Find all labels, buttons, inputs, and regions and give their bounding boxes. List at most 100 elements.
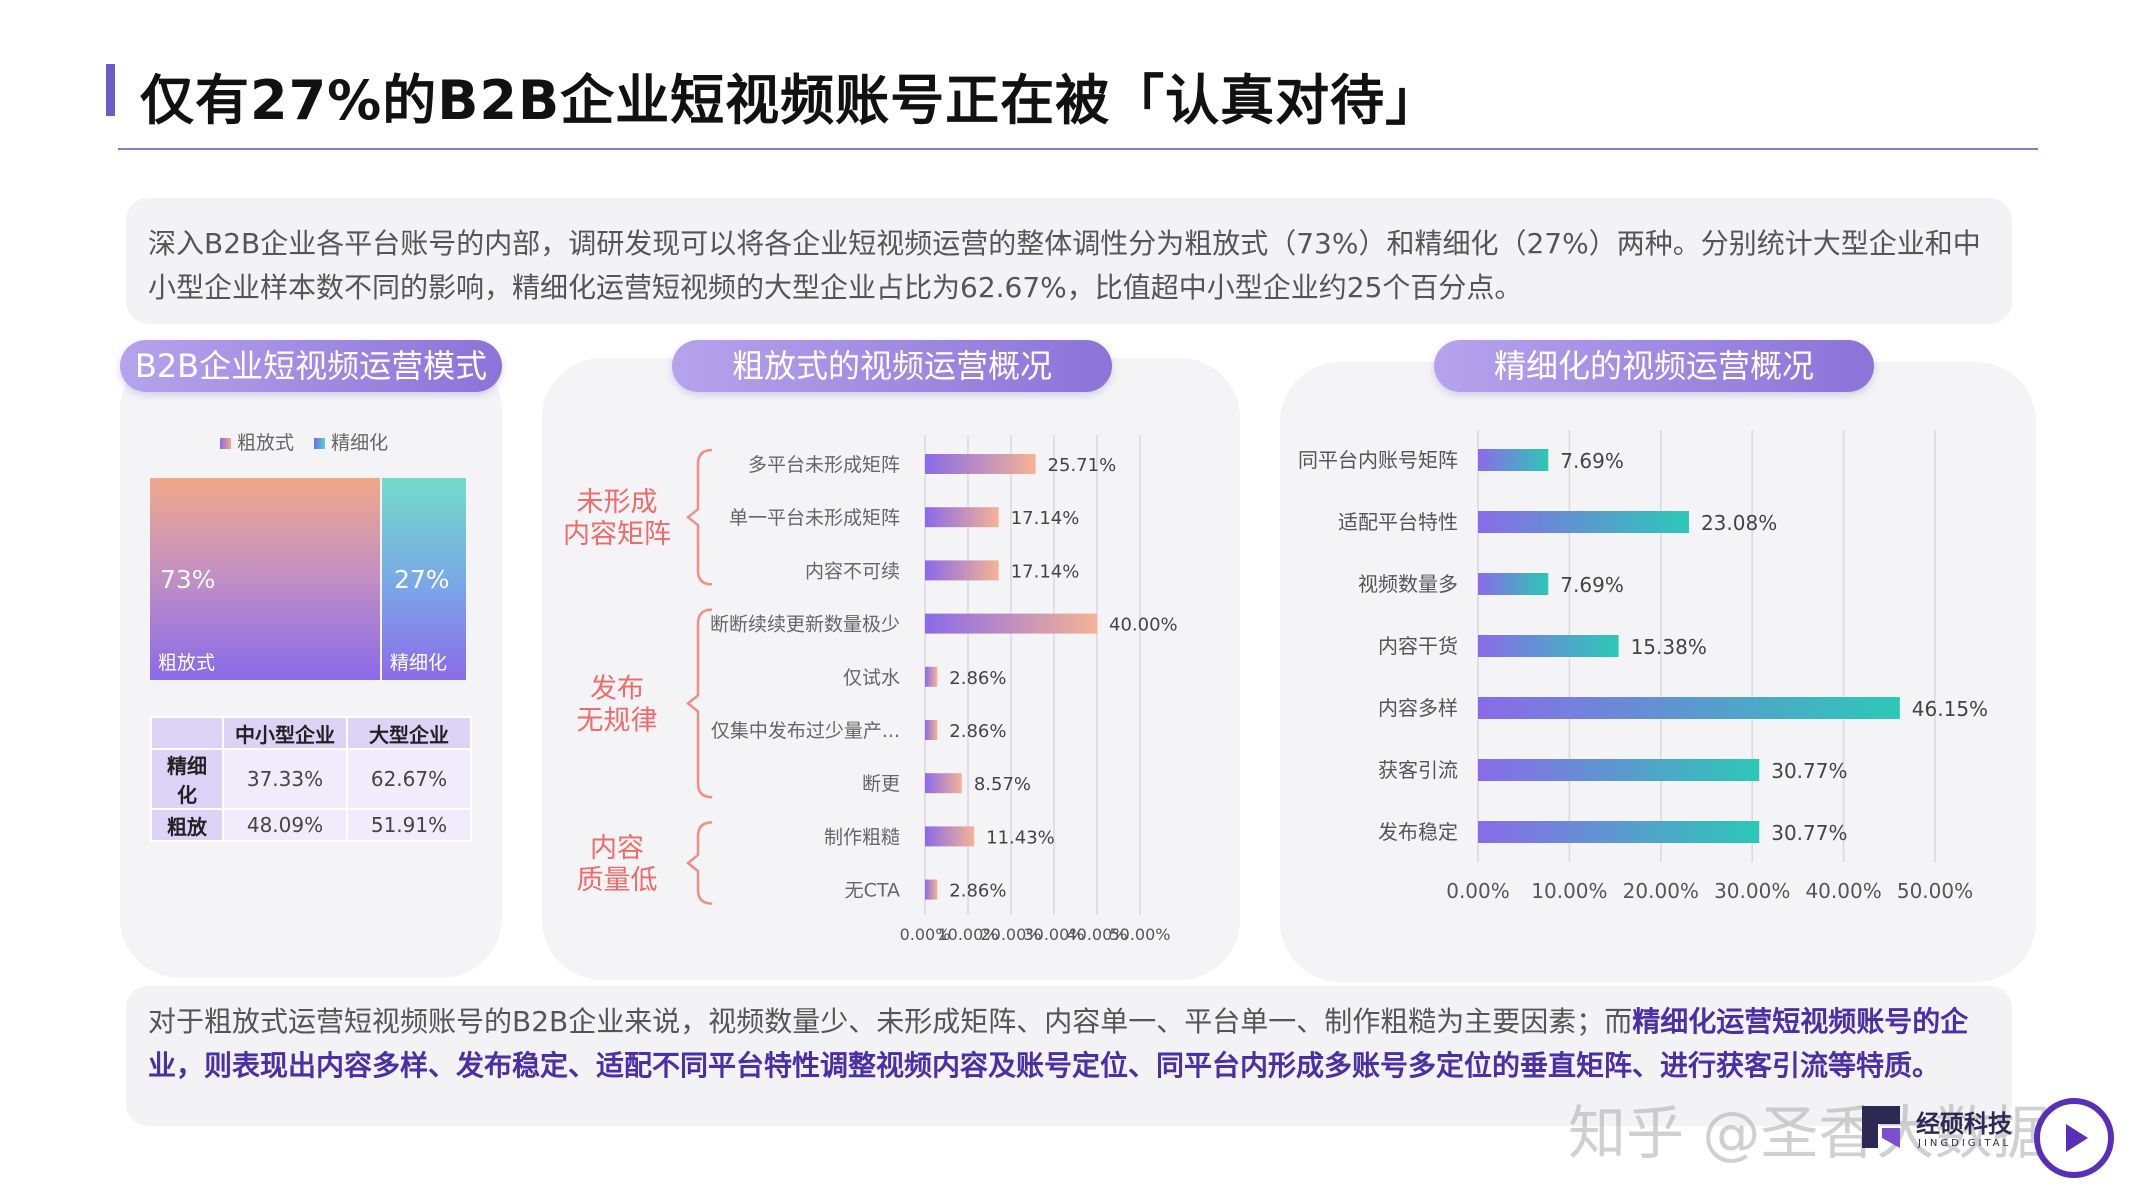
x-tick-label: 10.00% [937, 925, 998, 944]
table-row-header: 粗放 [150, 808, 224, 842]
bar [925, 560, 999, 581]
treemap-label-rough: 粗放式 [158, 652, 216, 674]
table-corner [150, 716, 224, 750]
group-label: 无规律 [577, 705, 658, 736]
group-label: 未形成 [577, 487, 658, 518]
bar-value-label: 17.14% [1011, 508, 1080, 529]
rough-panel-title: 粗放式的视频运营概况 [672, 340, 1112, 392]
bar-value-label: 2.86% [949, 721, 1006, 742]
x-tick-label: 30.00% [1714, 879, 1790, 903]
legend-swatch-fine [314, 438, 326, 449]
bar [1478, 759, 1760, 781]
bar-value-label: 46.15% [1912, 697, 1988, 721]
group-bracket [685, 448, 713, 586]
treemap-pct-rough: 73% [160, 565, 216, 594]
group-bracket [685, 821, 713, 905]
play-button[interactable] [2034, 1098, 2114, 1178]
bar [925, 826, 975, 847]
title-accent-bar [106, 64, 115, 116]
page-title: 仅有27%的B2B企业短视频账号正在被「认真对待」 [140, 69, 1441, 132]
group-bracket [685, 608, 713, 799]
table-row-header: 精细化 [150, 748, 224, 810]
category-label: 内容不可续 [805, 560, 900, 582]
fine-panel-title: 精细化的视频运营概况 [1434, 340, 1874, 392]
table-cell: 48.09% [222, 808, 348, 842]
bar [925, 613, 1097, 634]
legend-item-rough: 粗放式 [220, 432, 294, 454]
summary-normal: 对于粗放式运营短视频账号的B2B企业来说，视频数量少、未形成矩阵、内容单一、平台… [148, 1005, 1633, 1038]
bar [1478, 449, 1549, 471]
group-label: 发布 [590, 673, 644, 704]
x-tick-label: 20.00% [1623, 879, 1699, 903]
rough-panel [542, 358, 1240, 980]
category-label: 发布稳定 [1378, 820, 1458, 844]
fine-panel [1280, 362, 2036, 982]
bar-value-label: 7.69% [1560, 573, 1624, 597]
legend-item-fine: 精细化 [314, 432, 388, 454]
treemap-block-rough [150, 478, 380, 680]
group-label: 内容矩阵 [563, 519, 671, 550]
x-tick-label: 50.00% [1109, 925, 1170, 944]
bar-value-label: 8.57% [974, 774, 1031, 795]
category-label: 多平台未形成矩阵 [748, 454, 900, 476]
logo-mark-icon [1862, 1106, 1900, 1148]
bar-value-label: 15.38% [1631, 635, 1707, 659]
x-tick-label: 40.00% [1805, 879, 1881, 903]
treemap-label-fine: 精细化 [390, 652, 448, 674]
treemap-block-fine [382, 478, 466, 680]
bar [1478, 573, 1549, 595]
category-label: 仅试水 [843, 667, 900, 689]
table-cell: 62.67% [346, 748, 472, 810]
bar [1478, 821, 1760, 843]
group-label: 内容 [590, 833, 644, 864]
bar [1478, 697, 1900, 719]
treemap-pct-fine: 27% [394, 565, 450, 594]
bar-value-label: 25.71% [1048, 455, 1117, 476]
table-cell: 51.91% [346, 808, 472, 842]
category-label: 制作粗糙 [824, 826, 900, 848]
bar [925, 666, 938, 687]
bar [1478, 635, 1619, 657]
bar [925, 507, 999, 528]
category-label: 内容多样 [1378, 696, 1458, 720]
table-row: 粗放 48.09% 51.91% [150, 808, 472, 842]
bar-value-label: 30.77% [1771, 821, 1847, 845]
category-label: 仅集中发布过少量产... [711, 720, 900, 742]
x-tick-label: 0.00% [900, 925, 951, 944]
bar-value-label: 2.86% [949, 668, 1006, 689]
bar-value-label: 17.14% [1011, 561, 1080, 582]
table-col-header: 大型企业 [346, 716, 472, 750]
mode-panel-title: B2B企业短视频运营模式 [120, 340, 502, 392]
legend-label-rough: 粗放式 [237, 432, 295, 454]
group-label: 质量低 [577, 865, 658, 896]
category-label: 断断续续更新数量极少 [710, 614, 900, 636]
bar [1478, 511, 1689, 533]
category-label: 单一平台未形成矩阵 [729, 507, 900, 529]
bar [925, 773, 962, 794]
category-label: 获客引流 [1378, 758, 1458, 782]
intro-text: 深入B2B企业各平台账号的内部，调研发现可以将各企业短视频运营的整体调性分为粗放… [126, 198, 2012, 324]
category-label: 同平台内账号矩阵 [1298, 448, 1458, 472]
summary-text: 对于粗放式运营短视频账号的B2B企业来说，视频数量少、未形成矩阵、内容单一、平台… [126, 986, 2012, 1126]
watermark: 知乎 @圣香大数据 [1568, 1099, 2051, 1167]
category-label: 视频数量多 [1358, 572, 1458, 596]
bar-value-label: 11.43% [986, 827, 1055, 848]
bar [925, 879, 938, 900]
company-logo: 经硕科技 JINGDIGITAL [1860, 1096, 2050, 1176]
enterprise-size-table: 中小型企业 大型企业 精细化 37.33% 62.67% 粗放 48.09% 5… [150, 716, 472, 842]
logo-name: 经硕科技 [1916, 1110, 2012, 1138]
x-tick-label: 50.00% [1897, 879, 1973, 903]
legend-swatch-rough [220, 438, 231, 449]
x-tick-label: 30.00% [1023, 925, 1084, 944]
bar-value-label: 30.77% [1771, 759, 1847, 783]
bar-value-label: 2.86% [949, 881, 1006, 902]
x-tick-label: 20.00% [980, 925, 1041, 944]
logo-subtitle: JINGDIGITAL [1918, 1138, 2012, 1149]
summary-highlight: 精细化运营短视频账号的企业，则表现出内容多样、发布稳定、适配不同平台特性调整视频… [148, 1005, 1969, 1082]
legend-label-fine: 精细化 [331, 432, 389, 454]
table-header-row: 中小型企业 大型企业 [150, 716, 472, 750]
play-icon [2066, 1124, 2088, 1152]
bar [925, 720, 938, 740]
